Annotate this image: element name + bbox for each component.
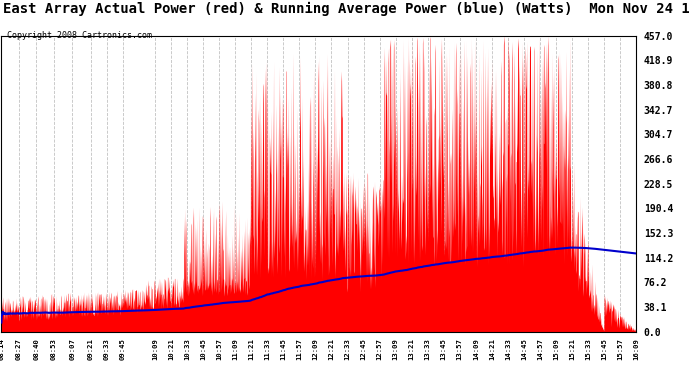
Text: East Array Actual Power (red) & Running Average Power (blue) (Watts)  Mon Nov 24: East Array Actual Power (red) & Running … (3, 2, 690, 16)
Text: Copyright 2008 Cartronics.com: Copyright 2008 Cartronics.com (7, 31, 152, 40)
